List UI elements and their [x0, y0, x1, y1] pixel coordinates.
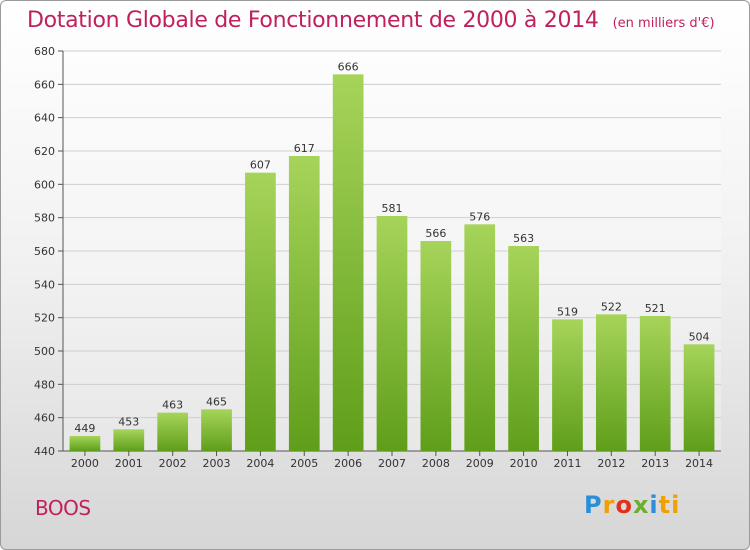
bar: [639, 316, 671, 451]
y-tick-label: 480: [34, 378, 55, 391]
bar-value-label: 617: [294, 142, 315, 155]
bar: [69, 436, 101, 451]
bar: [245, 172, 276, 451]
bar-value-label: 581: [382, 202, 403, 215]
bar: [464, 224, 496, 451]
bar: [376, 216, 408, 451]
y-tick-label: 440: [34, 445, 55, 458]
bar: [113, 429, 145, 451]
y-tick-label: 640: [34, 112, 55, 125]
bar: [332, 74, 364, 451]
x-tick-label: 2009: [466, 457, 494, 470]
bar-value-label: 463: [162, 399, 183, 412]
proxiti-logo: Proxiti: [584, 491, 681, 519]
x-tick-label: 2013: [641, 457, 669, 470]
bar: [683, 344, 715, 451]
bar-value-label: 666: [338, 60, 359, 73]
x-tick-label: 2003: [203, 457, 231, 470]
x-tick-label: 2000: [71, 457, 99, 470]
y-tick-label: 500: [34, 345, 55, 358]
bar: [508, 246, 539, 451]
x-tick-label: 2014: [685, 457, 713, 470]
y-tick-label: 520: [34, 312, 55, 325]
y-tick-label: 560: [34, 245, 55, 258]
y-tick-label: 540: [34, 278, 55, 291]
x-tick-label: 2006: [334, 457, 362, 470]
bar: [552, 319, 583, 451]
bar-value-label: 607: [250, 159, 271, 172]
x-tick-label: 2001: [115, 457, 143, 470]
chart-title-text: Dotation Globale de Fonctionnement de 20…: [27, 8, 599, 33]
bar: [595, 314, 627, 451]
bar: [201, 409, 232, 451]
chart-unit: (en milliers d'€): [612, 16, 715, 31]
x-tick-label: 2007: [378, 457, 406, 470]
y-tick-label: 460: [34, 412, 55, 425]
bar-value-label: 519: [557, 305, 578, 318]
x-tick-label: 2012: [597, 457, 625, 470]
bar: [288, 156, 320, 451]
bar-value-label: 576: [469, 210, 490, 223]
bar: [157, 412, 189, 451]
bar-value-label: 504: [689, 330, 710, 343]
x-tick-label: 2011: [553, 457, 581, 470]
x-tick-label: 2002: [159, 457, 187, 470]
y-tick-label: 580: [34, 212, 55, 225]
chart-title: Dotation Globale de Fonctionnement de 20…: [27, 8, 715, 33]
x-tick-label: 2010: [510, 457, 538, 470]
bar-value-label: 453: [118, 415, 139, 428]
y-tick-label: 600: [34, 178, 55, 191]
commune-name: BOOS: [35, 496, 91, 520]
x-tick-label: 2005: [290, 457, 318, 470]
bar-value-label: 566: [425, 227, 446, 240]
bar: [420, 241, 452, 451]
x-tick-label: 2008: [422, 457, 450, 470]
y-tick-label: 680: [34, 45, 55, 58]
bar-value-label: 449: [74, 422, 95, 435]
bar-value-label: 465: [206, 395, 227, 408]
bar-value-label: 522: [601, 300, 622, 313]
y-tick-label: 620: [34, 145, 55, 158]
x-tick-label: 2004: [246, 457, 274, 470]
y-tick-label: 660: [34, 78, 55, 91]
bar-value-label: 563: [513, 232, 534, 245]
bar-value-label: 521: [645, 302, 666, 315]
